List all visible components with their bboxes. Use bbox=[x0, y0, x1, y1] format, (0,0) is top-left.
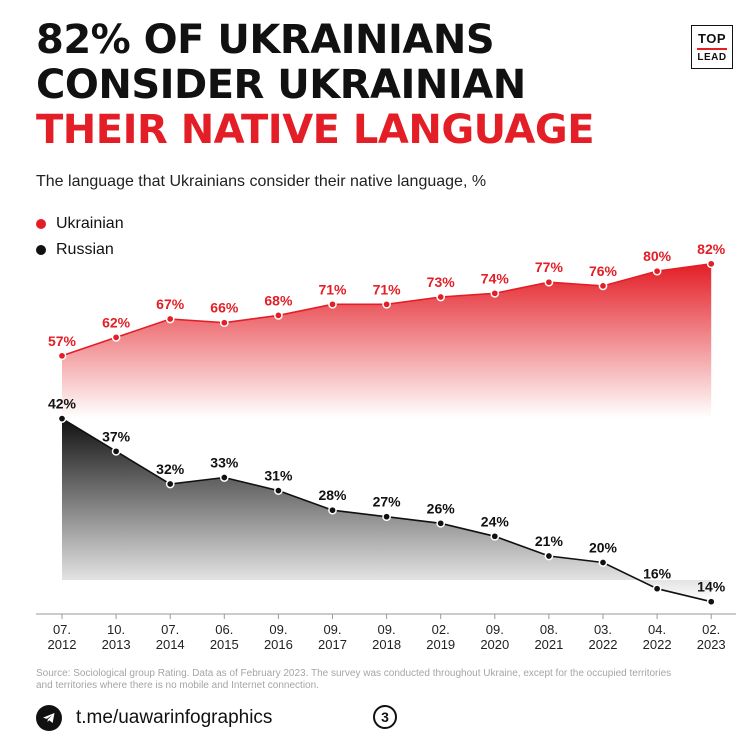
data-label-ukrainian: 67% bbox=[156, 296, 185, 312]
data-label-russian: 37% bbox=[102, 428, 131, 444]
point-ukrainian bbox=[57, 351, 67, 361]
data-label-ukrainian: 77% bbox=[535, 259, 564, 275]
data-label-russian: 31% bbox=[264, 468, 293, 484]
data-label-russian: 21% bbox=[535, 533, 564, 549]
point-russian bbox=[219, 473, 229, 482]
point-ukrainian bbox=[652, 266, 662, 276]
point-ukrainian bbox=[706, 259, 716, 269]
point-ukrainian bbox=[436, 292, 446, 302]
data-label-ukrainian: 71% bbox=[318, 281, 347, 297]
data-label-ukrainian: 76% bbox=[589, 263, 618, 279]
point-russian bbox=[490, 531, 500, 541]
area-ukrainian bbox=[62, 263, 712, 418]
point-russian bbox=[652, 584, 662, 594]
data-label-ukrainian: 71% bbox=[373, 281, 402, 297]
data-label-russian: 26% bbox=[427, 500, 456, 516]
x-tick-label: 07. 2012 bbox=[48, 622, 77, 652]
x-tick-label: 03. 2022 bbox=[589, 622, 618, 652]
point-ukrainian bbox=[490, 288, 500, 298]
telegram-icon bbox=[36, 705, 62, 731]
source-note: Source: Sociological group Rating. Data … bbox=[36, 668, 672, 691]
point-russian bbox=[57, 414, 67, 423]
legend-dot-russian bbox=[36, 245, 46, 255]
point-russian bbox=[382, 512, 391, 522]
data-label-russian: 32% bbox=[156, 461, 185, 477]
point-russian bbox=[111, 446, 121, 456]
footer-link-text: t.me/uawarinfographics bbox=[76, 707, 273, 728]
point-ukrainian bbox=[328, 299, 337, 309]
x-tick-label: 02. 2019 bbox=[426, 622, 455, 652]
data-label-russian: 24% bbox=[481, 513, 510, 529]
chart-subtitle: The language that Ukrainians consider th… bbox=[36, 173, 487, 190]
footer-link[interactable]: t.me/uawarinfographics bbox=[36, 704, 272, 732]
point-russian bbox=[274, 486, 283, 495]
data-label-ukrainian: 80% bbox=[643, 248, 672, 264]
point-russian bbox=[706, 597, 716, 607]
point-ukrainian bbox=[165, 314, 175, 324]
top-lead-logo: TOP LEAD bbox=[691, 25, 733, 69]
logo-bottom-text: LEAD bbox=[697, 51, 727, 63]
x-tick-label: 10. 2013 bbox=[102, 622, 131, 652]
legend-item-ukrainian: Ukrainian bbox=[36, 211, 124, 237]
data-label-russian: 20% bbox=[589, 540, 618, 556]
data-label-russian: 16% bbox=[643, 566, 672, 582]
point-russian bbox=[598, 558, 608, 567]
x-tick-label: 08. 2021 bbox=[534, 622, 563, 652]
data-label-russian: 33% bbox=[210, 455, 239, 471]
point-ukrainian bbox=[382, 299, 391, 309]
x-tick-label: 02. 2023 bbox=[697, 622, 726, 652]
point-russian bbox=[436, 518, 446, 528]
logo-top-text: TOP bbox=[698, 30, 726, 46]
page-number: 3 bbox=[373, 705, 397, 729]
legend-item-russian: Russian bbox=[36, 237, 124, 263]
logo-divider bbox=[697, 47, 727, 50]
headline-line-3: THEIR NATIVE LANGUAGE bbox=[36, 107, 595, 153]
x-tick-label: 09. 2020 bbox=[480, 622, 509, 652]
x-tick-label: 04. 2022 bbox=[643, 622, 672, 652]
legend-label-russian: Russian bbox=[56, 241, 114, 258]
point-ukrainian bbox=[544, 277, 554, 287]
chart-legend: Ukrainian Russian bbox=[36, 211, 124, 263]
x-tick-label: 06. 2015 bbox=[210, 622, 239, 652]
headline: 82% OF UKRAINIANS CONSIDER UKRAINIAN THE… bbox=[36, 17, 595, 153]
data-label-ukrainian: 82% bbox=[697, 241, 726, 257]
legend-label-ukrainian: Ukrainian bbox=[56, 215, 124, 232]
data-label-ukrainian: 62% bbox=[102, 314, 131, 330]
data-label-russian: 28% bbox=[318, 487, 347, 503]
point-russian bbox=[165, 479, 175, 489]
point-ukrainian bbox=[598, 281, 608, 291]
data-label-russian: 27% bbox=[373, 494, 402, 510]
data-label-ukrainian: 57% bbox=[48, 333, 77, 349]
legend-dot-ukrainian bbox=[36, 219, 46, 229]
data-label-russian: 42% bbox=[48, 396, 77, 412]
headline-line-1: 82% OF UKRAINIANS bbox=[36, 17, 495, 63]
point-russian bbox=[544, 551, 554, 561]
data-label-ukrainian: 68% bbox=[264, 292, 293, 308]
area-russian bbox=[62, 418, 712, 602]
data-label-ukrainian: 74% bbox=[481, 270, 510, 286]
x-tick-label: 09. 2017 bbox=[318, 622, 347, 652]
x-tick-label: 09. 2016 bbox=[264, 622, 293, 652]
point-ukrainian bbox=[111, 333, 121, 342]
point-ukrainian bbox=[274, 311, 283, 320]
data-label-ukrainian: 73% bbox=[427, 274, 456, 290]
data-label-ukrainian: 66% bbox=[210, 300, 239, 316]
point-russian bbox=[328, 505, 337, 515]
point-ukrainian bbox=[219, 318, 229, 328]
x-tick-label: 07. 2014 bbox=[156, 622, 185, 652]
x-tick-label: 09. 2018 bbox=[372, 622, 401, 652]
data-label-russian: 14% bbox=[697, 579, 726, 595]
headline-line-2: CONSIDER UKRAINIAN bbox=[36, 62, 526, 108]
